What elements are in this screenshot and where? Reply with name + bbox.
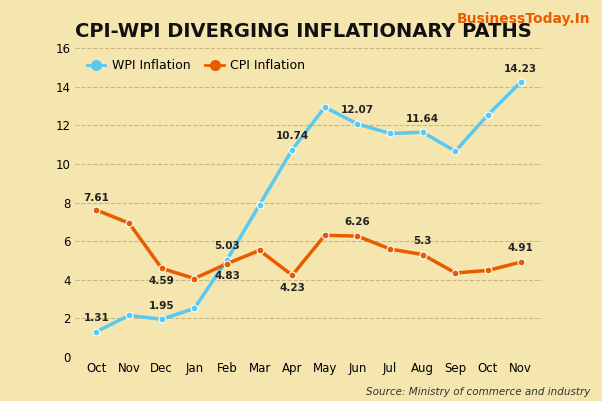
Text: 4.23: 4.23 (279, 283, 305, 293)
Text: BusinessToday.In: BusinessToday.In (456, 12, 590, 26)
Title: CPI-WPI DIVERGING INFLATIONARY PATHS: CPI-WPI DIVERGING INFLATIONARY PATHS (75, 22, 532, 41)
Text: 1.31: 1.31 (84, 313, 110, 323)
Text: 14.23: 14.23 (504, 64, 537, 74)
Text: 12.07: 12.07 (341, 105, 374, 115)
Legend: WPI Inflation, CPI Inflation: WPI Inflation, CPI Inflation (81, 55, 310, 77)
Text: 5.03: 5.03 (214, 241, 240, 251)
Text: 5.3: 5.3 (414, 236, 432, 246)
Text: 1.95: 1.95 (149, 301, 175, 311)
Text: Source: Ministry of commerce and industry: Source: Ministry of commerce and industr… (365, 387, 590, 397)
Text: 4.59: 4.59 (149, 275, 175, 286)
Text: 11.64: 11.64 (406, 113, 439, 124)
Text: 4.91: 4.91 (507, 243, 533, 253)
Text: 6.26: 6.26 (344, 217, 370, 227)
Text: 10.74: 10.74 (276, 131, 309, 141)
Text: 4.83: 4.83 (214, 271, 240, 281)
Text: 7.61: 7.61 (84, 193, 110, 203)
